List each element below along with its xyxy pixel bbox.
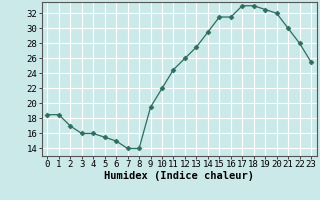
X-axis label: Humidex (Indice chaleur): Humidex (Indice chaleur) bbox=[104, 171, 254, 181]
